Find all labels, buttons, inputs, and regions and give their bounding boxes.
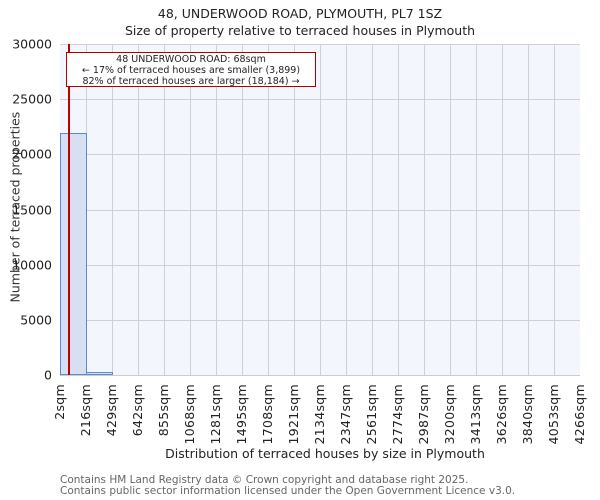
- x-tick-label: 3413sqm: [468, 384, 483, 445]
- x-tick-label: 1921sqm: [286, 384, 301, 445]
- chart-title: 48, UNDERWOOD ROAD, PLYMOUTH, PL7 1SZ: [157, 6, 443, 21]
- y-tick-label: 25000: [12, 91, 52, 107]
- y-tick-label: 5000: [20, 312, 52, 328]
- histogram-bar: [60, 132, 87, 375]
- footer-line-1: Contains HM Land Registry data © Crown c…: [60, 474, 469, 486]
- x-tick-label: 2134sqm: [312, 384, 327, 445]
- x-tick-label: 2987sqm: [416, 384, 431, 445]
- x-axis-label: Distribution of terraced houses by size …: [165, 446, 485, 461]
- x-tick-label: 642sqm: [130, 384, 145, 437]
- y-tick-label: 30000: [12, 36, 52, 52]
- x-tick-label: 4266sqm: [572, 384, 587, 445]
- x-tick-label: 1068sqm: [182, 384, 197, 445]
- x-tick-label: 2347sqm: [338, 384, 353, 445]
- x-tick-label: 216sqm: [78, 384, 93, 437]
- y-tick-label: 10000: [12, 257, 52, 273]
- x-tick-label: 1708sqm: [260, 384, 275, 445]
- horizontal-gridline: [60, 319, 580, 321]
- property-annotation: 48 UNDERWOOD ROAD: 68sqm ← 17% of terrac…: [66, 52, 316, 87]
- y-tick-label: 20000: [12, 146, 52, 162]
- y-tick-label: 0: [44, 367, 52, 383]
- x-tick-label: 2561sqm: [364, 384, 379, 445]
- horizontal-gridline: [60, 264, 580, 266]
- x-tick-label: 2774sqm: [390, 384, 405, 445]
- horizontal-gridline: [60, 154, 580, 156]
- x-tick-label: 1495sqm: [234, 384, 249, 445]
- chart-subtitle: Size of property relative to terraced ho…: [124, 23, 476, 38]
- x-tick-label: 429sqm: [104, 384, 119, 437]
- annotation-line-3: 82% of terraced houses are larger (18,18…: [82, 76, 300, 87]
- x-tick-label: 3200sqm: [442, 384, 457, 445]
- footer-line-2: Contains public sector information licen…: [60, 485, 516, 497]
- x-tick-label: 2sqm: [52, 384, 67, 420]
- property-marker-line: [68, 44, 70, 375]
- annotation-line-1: 48 UNDERWOOD ROAD: 68sqm: [116, 54, 266, 65]
- horizontal-gridline: [60, 44, 580, 45]
- x-tick-label: 3840sqm: [520, 384, 535, 445]
- annotation-line-2: ← 17% of terraced houses are smaller (3,…: [81, 65, 301, 76]
- x-tick-label: 3626sqm: [494, 384, 509, 445]
- plot-area: 48 UNDERWOOD ROAD: 68sqm ← 17% of terrac…: [60, 44, 580, 376]
- horizontal-gridline: [60, 99, 580, 101]
- x-tick-label: 1281sqm: [208, 384, 223, 445]
- horizontal-gridline: [60, 209, 580, 211]
- y-tick-label: 15000: [12, 202, 52, 217]
- histogram-bar: [86, 371, 113, 375]
- x-tick-label: 4053sqm: [546, 384, 561, 445]
- x-tick-label: 855sqm: [156, 384, 171, 437]
